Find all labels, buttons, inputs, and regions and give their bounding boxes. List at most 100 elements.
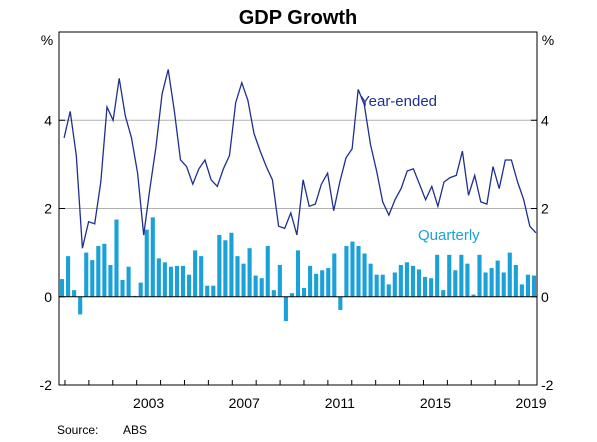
quarterly-bar: [501, 272, 506, 297]
quarterly-bar: [193, 250, 198, 297]
quarterly-bar: [283, 296, 288, 322]
quarterly-bars: [59, 217, 537, 322]
quarterly-bar: [223, 240, 228, 297]
quarterly-bar: [144, 229, 149, 297]
quarterly-bar: [168, 266, 173, 297]
quarterly-bar: [150, 217, 155, 297]
x-ticks: 2003 2007 2011 2015 2019: [64, 380, 547, 411]
quarterly-bar: [453, 270, 458, 297]
quarterly-bar: [96, 246, 101, 297]
quarterly-bar: [459, 254, 464, 297]
quarterly-bar: [380, 274, 385, 297]
quarterly-bar: [301, 287, 307, 297]
quarterly-bar: [350, 241, 355, 297]
quarterly-bar: [59, 279, 65, 297]
source-label: Source:: [57, 423, 98, 437]
quarterly-bar: [162, 262, 167, 297]
quarterly-bar: [495, 260, 500, 297]
quarterly-bar: [205, 285, 210, 297]
y-tick-label-left: -2: [40, 377, 53, 393]
quarterly-bar: [295, 250, 301, 297]
quarterly-bar: [447, 254, 452, 297]
quarterly-bar: [392, 272, 397, 297]
chart-title: GDP Growth: [239, 7, 358, 29]
quarterly-bar: [362, 253, 367, 297]
quarterly-bar: [404, 262, 409, 297]
quarterly-bar: [187, 274, 192, 297]
quarterly-bar: [429, 278, 434, 297]
quarterly-bar: [483, 272, 488, 297]
quarterly-bar: [368, 263, 373, 297]
quarterly-bar: [507, 252, 512, 297]
quarterly-bar: [180, 265, 186, 297]
quarterly-bar: [525, 274, 530, 297]
quarterly-bar: [314, 273, 319, 297]
right-axis-unit: %: [542, 32, 554, 48]
quarterly-bar: [344, 246, 349, 297]
quarterly-bar: [356, 246, 361, 297]
quarterly-series-label: Quarterly: [418, 227, 480, 244]
quarterly-bar: [108, 264, 113, 297]
gridlines: [59, 119, 537, 209]
quarterly-bar: [253, 275, 258, 297]
quarterly-bar: [410, 265, 416, 297]
x-tick-label: 2015: [420, 395, 451, 411]
quarterly-bar: [398, 264, 403, 297]
quarterly-bar: [416, 269, 422, 297]
quarterly-bar: [66, 256, 71, 297]
y-tick-label-left: 4: [44, 112, 52, 128]
left-axis-unit: %: [41, 32, 53, 48]
quarterly-bar: [126, 266, 131, 297]
quarterly-bar: [332, 253, 337, 297]
quarterly-bar: [138, 282, 143, 297]
quarterly-bar: [423, 276, 428, 297]
quarterly-bar: [235, 256, 240, 297]
x-tick-label: 2011: [325, 395, 355, 411]
quarterly-bar: [441, 290, 446, 297]
quarterly-bar: [338, 296, 343, 310]
y-ticks-left: -2 0 2 4: [40, 112, 65, 393]
quarterly-bar: [229, 232, 234, 297]
quarterly-bar: [78, 296, 83, 315]
quarterly-bar: [247, 248, 252, 297]
quarterly-bar: [211, 285, 216, 297]
quarterly-bar: [320, 270, 325, 297]
quarterly-bar: [277, 264, 282, 297]
year-ended-series-label: Year-ended: [360, 93, 437, 110]
x-tick-label: 2003: [133, 395, 164, 411]
y-ticks-right: -2 0 2 4: [531, 112, 554, 393]
quarterly-bar: [489, 268, 494, 297]
quarterly-bar: [435, 254, 440, 297]
source-value: ABS: [123, 423, 147, 437]
x-tick-label: 2007: [229, 395, 260, 411]
quarterly-bar: [519, 284, 524, 297]
quarterly-bar: [199, 256, 204, 297]
quarterly-bar: [531, 275, 537, 297]
quarterly-bar: [271, 290, 276, 297]
quarterly-bar: [259, 278, 264, 297]
year-ended-line: [63, 69, 537, 249]
quarterly-bar: [513, 264, 518, 297]
x-tick-label: 2019: [515, 395, 546, 411]
y-tick-label-right: 0: [541, 289, 549, 305]
y-tick-label-right: 4: [541, 112, 549, 128]
quarterly-bar: [477, 254, 482, 297]
quarterly-bar: [114, 219, 119, 297]
quarterly-bar: [374, 274, 379, 297]
quarterly-bar: [90, 260, 95, 297]
quarterly-bar: [102, 243, 107, 297]
quarterly-bar: [289, 293, 295, 297]
quarterly-bar: [308, 265, 313, 297]
y-tick-label-right: -2: [541, 377, 554, 393]
quarterly-bar: [174, 265, 180, 297]
quarterly-bar: [120, 279, 125, 297]
y-tick-label-right: 2: [541, 201, 549, 217]
quarterly-bar: [471, 294, 476, 297]
quarterly-bar: [84, 252, 89, 297]
quarterly-bar: [72, 290, 77, 297]
quarterly-bar: [156, 258, 161, 297]
quarterly-bar: [386, 284, 391, 297]
quarterly-bar: [241, 263, 246, 297]
quarterly-bar: [326, 268, 331, 297]
